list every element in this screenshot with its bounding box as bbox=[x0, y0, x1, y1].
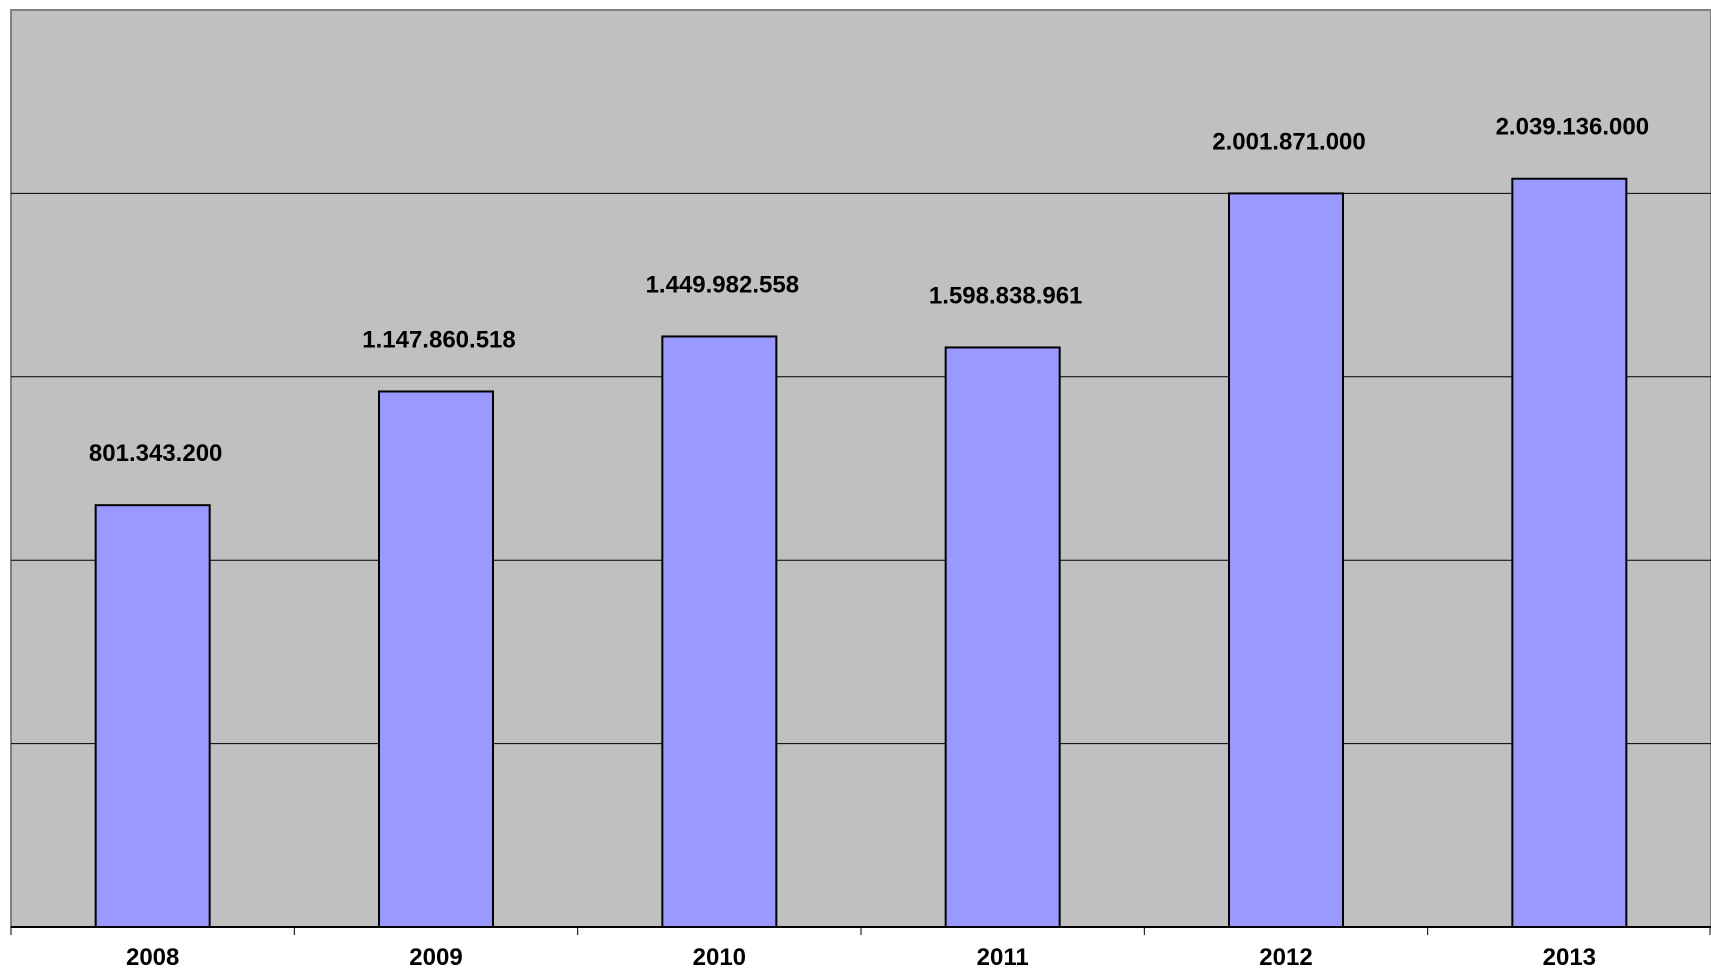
data-label-2013: 2.039.136.000 bbox=[1496, 114, 1649, 141]
bar-2009 bbox=[378, 390, 494, 928]
data-label-2009: 1.147.860.518 bbox=[362, 326, 515, 353]
bar-2010 bbox=[661, 335, 778, 928]
x-tick-label-2013: 2013 bbox=[1543, 944, 1596, 970]
data-labels: 801.343.200 1.147.860.518 1.449.982.558 1.5… bbox=[89, 114, 1649, 467]
data-label-2010: 1.449.982.558 bbox=[646, 271, 799, 298]
data-label-2008: 801.343.200 bbox=[89, 440, 222, 467]
bar-2008 bbox=[94, 504, 211, 928]
bar-2011 bbox=[944, 346, 1061, 928]
x-tick-label-2008: 2008 bbox=[126, 944, 179, 970]
x-tick-label-2012: 2012 bbox=[1259, 944, 1312, 970]
plot-area bbox=[10, 9, 1711, 928]
bars bbox=[94, 177, 1628, 928]
x-tick-label-2011: 2011 bbox=[977, 944, 1029, 970]
x-axis: 2008 2009 2010 2011 2012 2013 bbox=[10, 926, 1711, 971]
bar-2013 bbox=[1511, 177, 1628, 928]
data-label-2011: 1.598.838.961 bbox=[929, 282, 1082, 309]
x-tick-label-2010: 2010 bbox=[693, 944, 746, 970]
x-tick-label-2009: 2009 bbox=[409, 944, 462, 970]
data-label-2012: 2.001.871.000 bbox=[1212, 128, 1365, 155]
bar-2012 bbox=[1228, 192, 1344, 928]
gridlines bbox=[11, 192, 1711, 745]
